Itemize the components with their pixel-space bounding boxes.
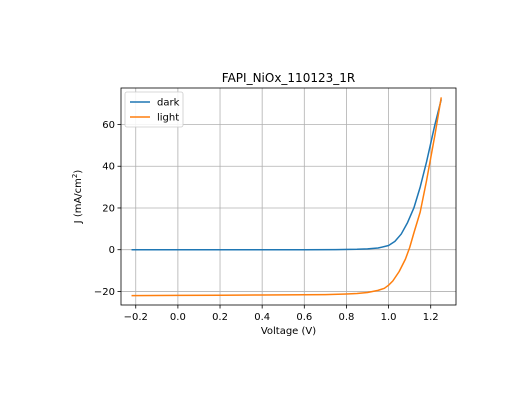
series-group [131, 97, 442, 297]
legend-box [124, 91, 184, 128]
x-tick-label: −0.2 [124, 312, 148, 323]
legend-label-dark: dark [157, 98, 180, 109]
x-tick-label: 0.6 [296, 312, 312, 323]
series-line-dark [131, 99, 442, 251]
x-tick-label: 0.2 [212, 312, 228, 323]
ticks: −0.2 0.0 0.2 0.4 0.6 0.8 1.0 1.2 −20 0 20 40 60 [94, 120, 439, 323]
y-axis-label: J (mA/cm2) [71, 170, 84, 225]
x-tick-label: 0.0 [170, 312, 186, 323]
series-line-light [131, 97, 442, 297]
y-axis-label-tail: ) [73, 170, 84, 174]
x-tick-label: 1.0 [381, 312, 397, 323]
y-tick-label: 40 [102, 162, 115, 173]
y-tick-label: 0 [109, 245, 115, 256]
legend-label-light: light [157, 113, 179, 124]
x-axis-label: Voltage (V) [261, 326, 316, 337]
x-tick-label: 0.8 [338, 312, 354, 323]
y-tick-label: −20 [94, 287, 115, 298]
y-axis-label-sup: 2 [71, 174, 79, 178]
chart-title: FAPI_NiOx_110123_1R [222, 71, 355, 85]
y-tick-label: 60 [102, 120, 115, 131]
y-tick-label: 20 [102, 203, 115, 214]
y-axis-label-main: J (mA/cm [73, 178, 84, 224]
x-tick-label: 1.2 [423, 312, 439, 323]
legend: dark light [124, 91, 184, 128]
x-tick-label: 0.4 [254, 312, 270, 323]
axes-frame [120, 87, 457, 306]
